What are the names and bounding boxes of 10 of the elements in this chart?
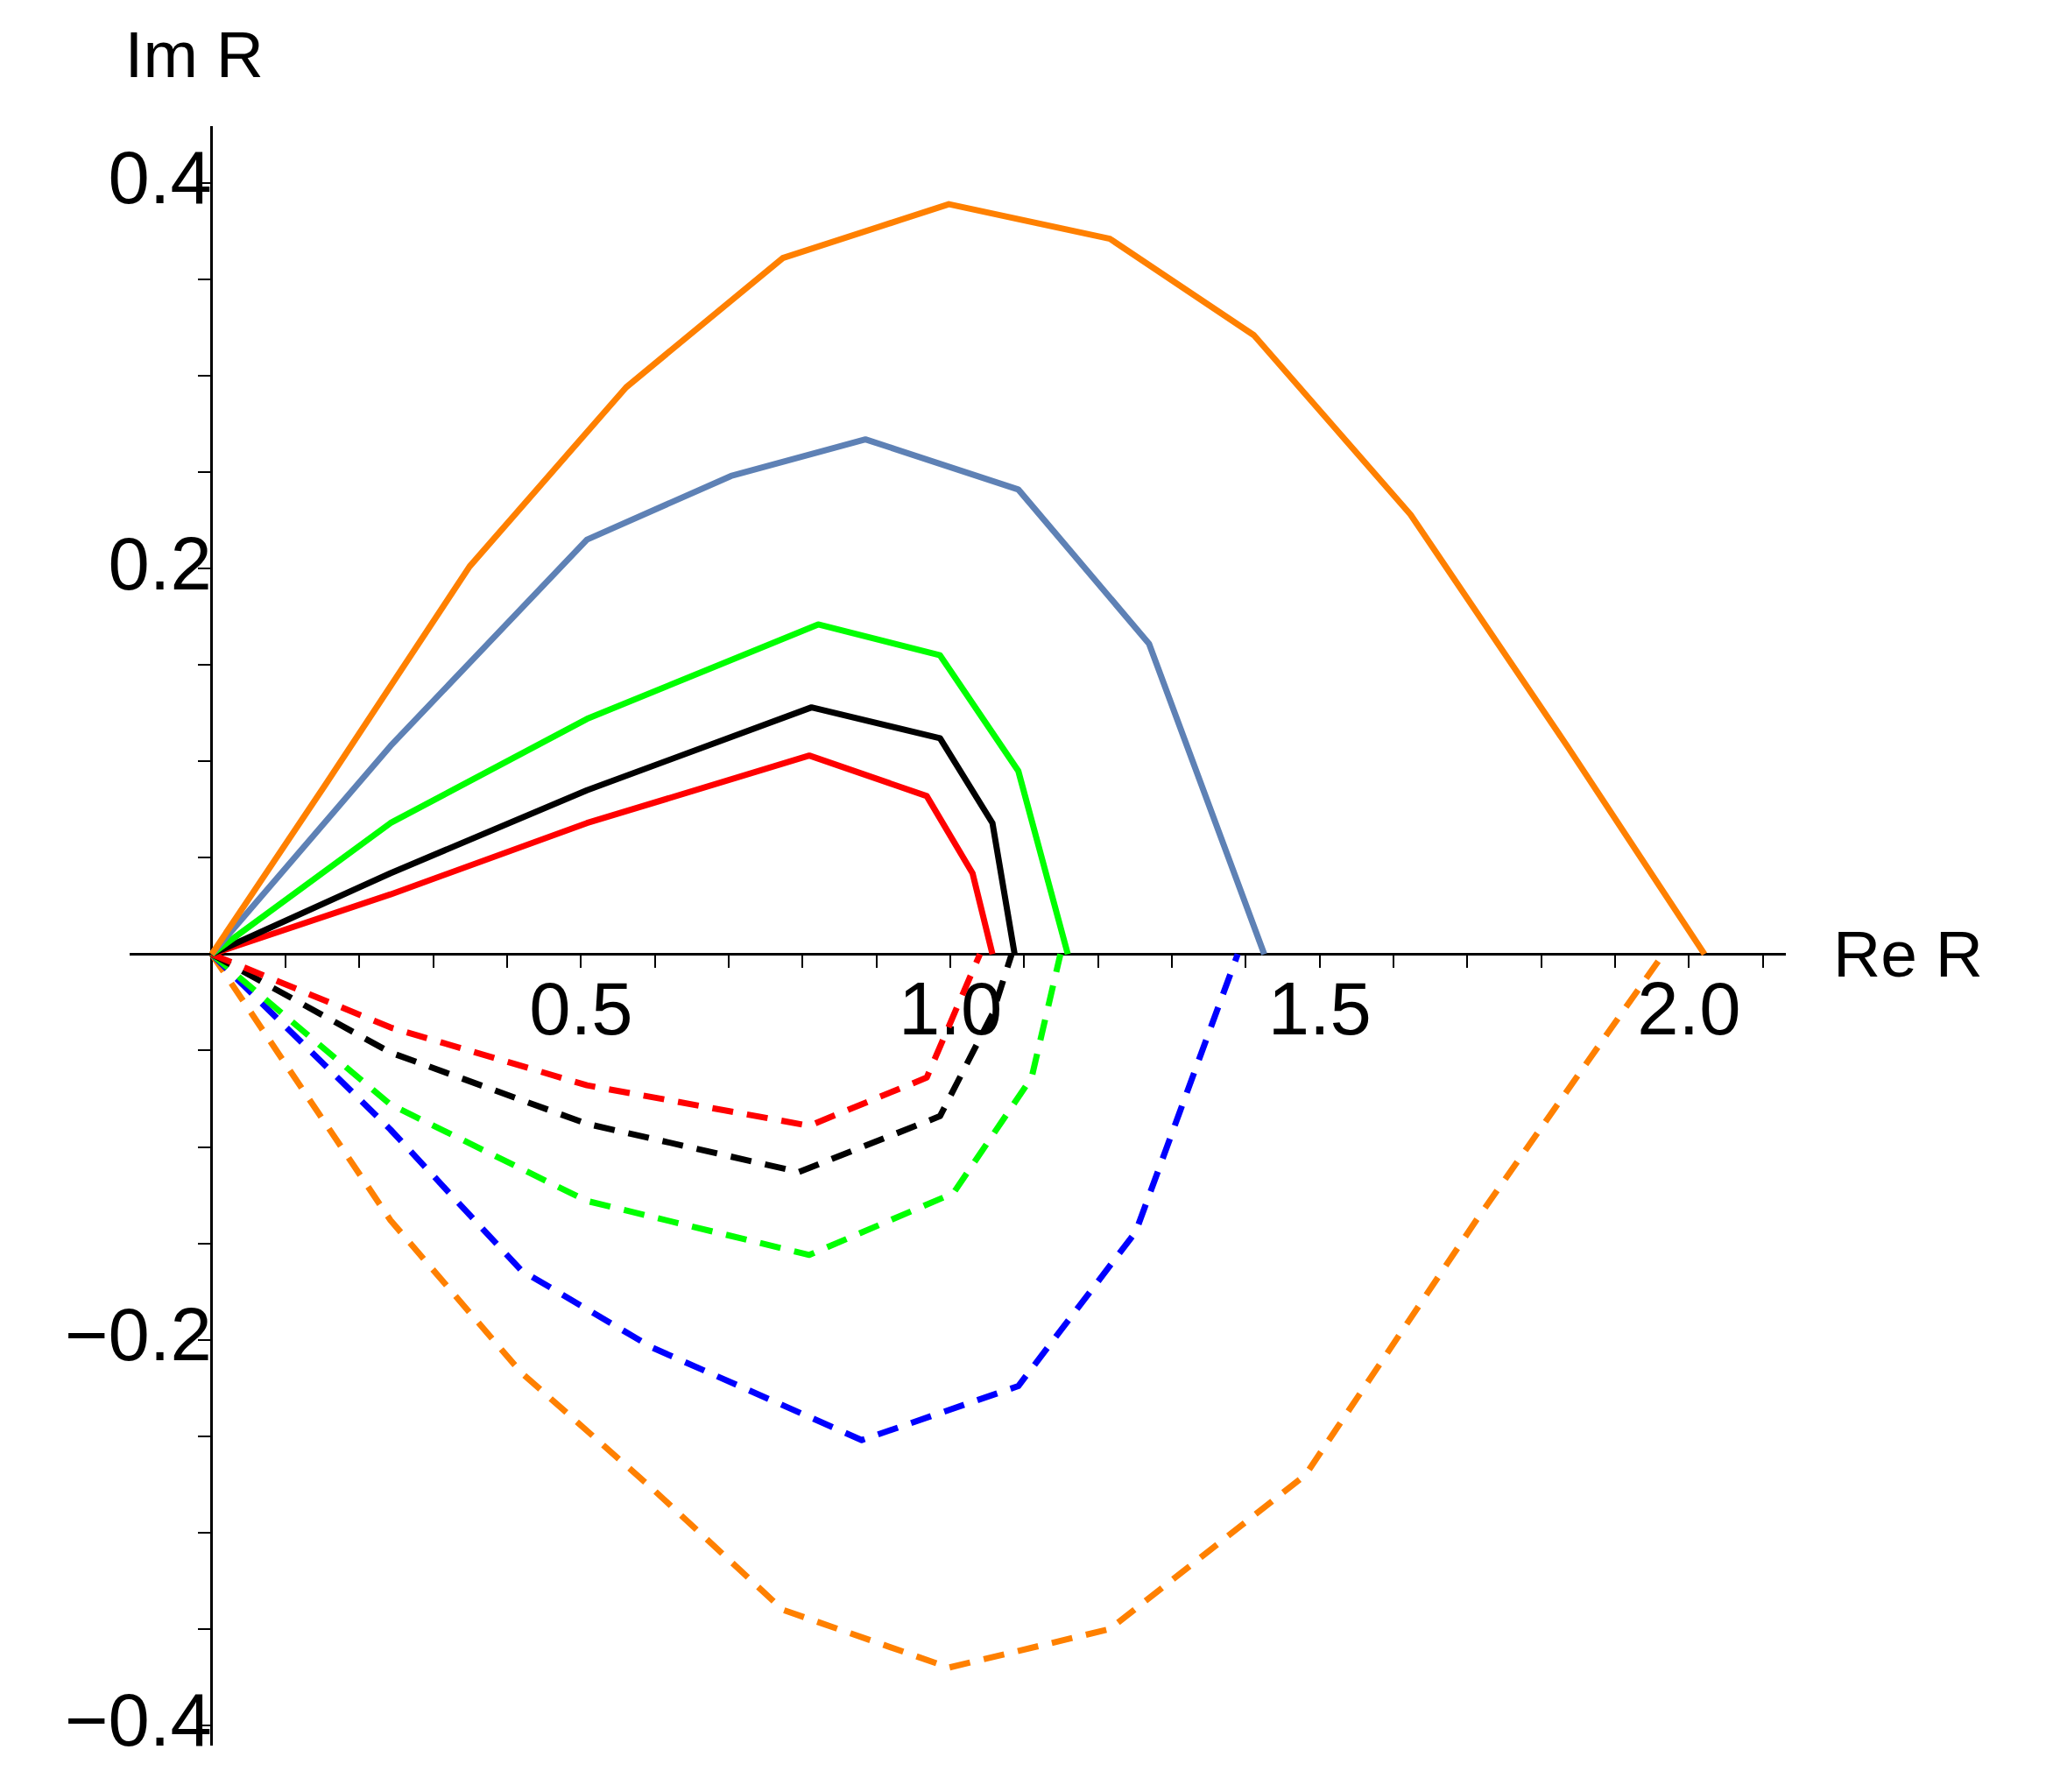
- x-tick-label: 1.5: [1267, 966, 1372, 1050]
- x-tick-label: 0.5: [529, 966, 633, 1050]
- y-tick-label: 0.2: [108, 521, 212, 605]
- y-tick-label: 0.4: [108, 136, 212, 220]
- y-axis-title: Im R: [124, 18, 264, 92]
- y-tick-label: −0.4: [64, 1678, 212, 1762]
- x-axis-title: Re R: [1833, 917, 1983, 991]
- x-tick-label: 2.0: [1637, 966, 1741, 1050]
- x-tick-label: 1.0: [898, 966, 1003, 1050]
- y-tick-label: −0.2: [64, 1293, 212, 1377]
